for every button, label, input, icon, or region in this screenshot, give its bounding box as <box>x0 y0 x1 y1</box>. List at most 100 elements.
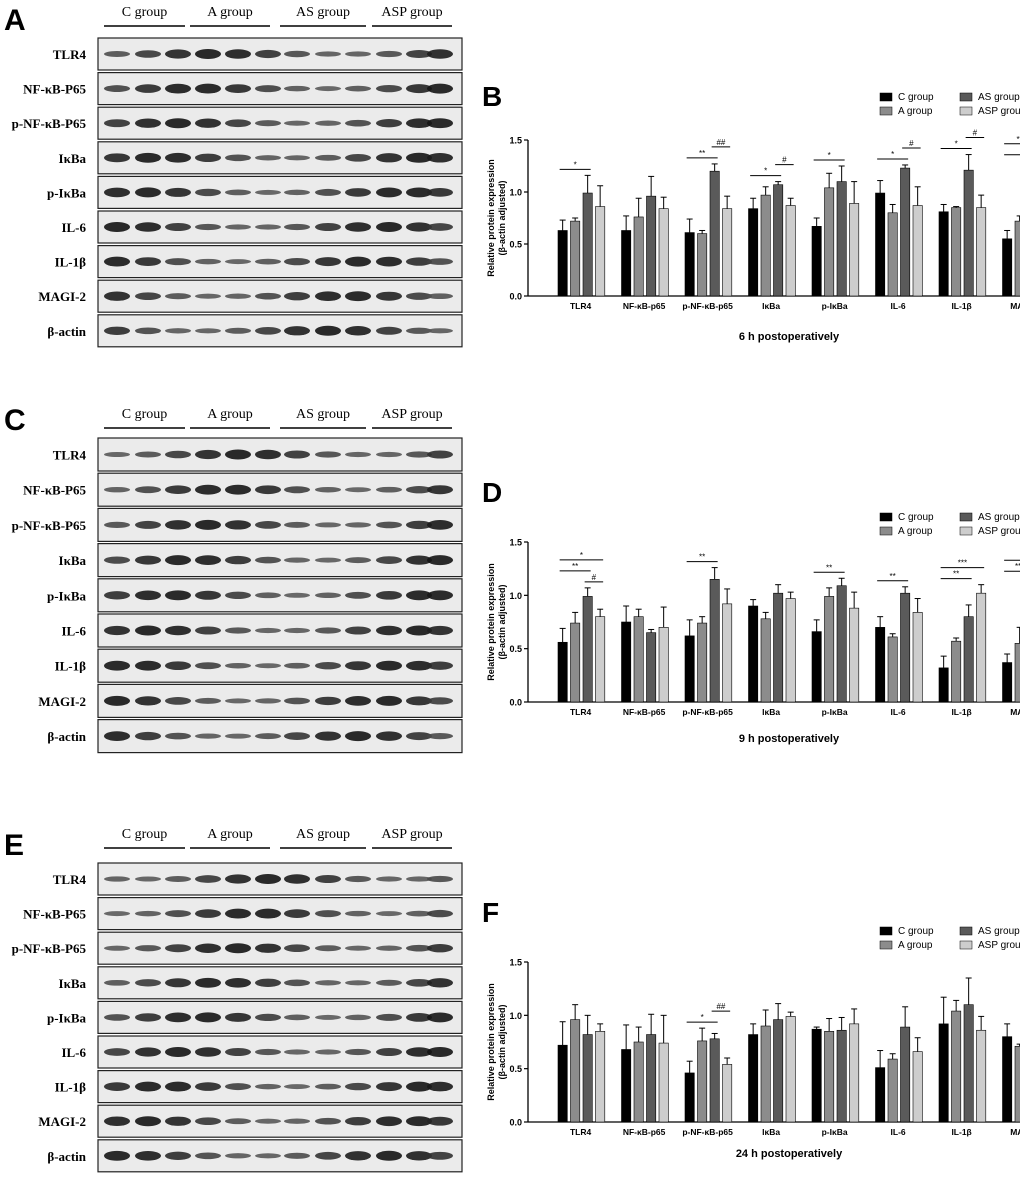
legend-label: ASP group <box>978 526 1020 537</box>
blot-band <box>376 1013 402 1021</box>
blot-band <box>255 326 281 335</box>
significance-mark: ** <box>572 562 578 571</box>
x-tick-label: IL-6 <box>891 1127 906 1137</box>
western-blot-e: E C group A group AS group ASP group TLR4 NF-κ… <box>4 827 463 1173</box>
bar <box>849 203 860 297</box>
blot-band <box>165 1151 191 1160</box>
blot-band <box>406 84 432 94</box>
x-tick-label: IκBa <box>762 707 780 717</box>
blot-band <box>135 1081 161 1092</box>
x-tick-label: p-IκBa <box>822 707 848 717</box>
blot-band <box>284 450 310 459</box>
blot-band <box>104 556 130 564</box>
panel-letter: A <box>4 4 26 37</box>
blot-band <box>225 627 251 634</box>
blot-band <box>104 660 130 671</box>
blot-band <box>284 557 310 563</box>
blot-band <box>135 152 161 163</box>
significance-mark: ** <box>890 572 896 581</box>
blot-band <box>345 85 371 92</box>
bar <box>887 212 898 297</box>
blot-band <box>255 1048 281 1056</box>
significance-mark: ## <box>716 1002 725 1011</box>
blot-band <box>345 591 371 599</box>
bar <box>684 232 695 297</box>
blot-band <box>315 874 341 884</box>
blot-band <box>406 451 432 458</box>
legend-swatch <box>959 106 973 116</box>
blot-band <box>104 256 130 267</box>
bar <box>557 1044 568 1123</box>
y-tick-label: 0.5 <box>509 1064 522 1074</box>
legend-swatch <box>959 526 973 536</box>
blot-row-label: TLR4 <box>53 47 87 62</box>
x-tick-label: MAGI-2 <box>1010 1127 1020 1137</box>
blot-band <box>135 118 161 128</box>
bar <box>811 226 822 297</box>
blot-band <box>284 155 310 161</box>
blot-band <box>284 662 310 669</box>
blot-band <box>376 911 402 917</box>
blot-band <box>427 590 453 601</box>
blot-band <box>255 1153 281 1159</box>
bar <box>1002 662 1013 703</box>
y-axis-label: Relative protein expression <box>486 563 496 681</box>
blot-band <box>284 592 310 598</box>
blot-band <box>427 83 453 94</box>
blot-band <box>376 84 402 93</box>
blot-band <box>135 945 161 952</box>
lane-group-label: C group <box>122 5 168 20</box>
blot-band <box>195 1117 221 1126</box>
blot-band <box>284 732 310 740</box>
blot-band <box>376 222 402 232</box>
bar <box>824 596 835 703</box>
bar <box>963 616 974 703</box>
blot-band <box>284 1152 310 1159</box>
bar <box>963 1004 974 1123</box>
blot-band <box>376 876 402 882</box>
blot-band <box>284 697 310 705</box>
x-tick-label: p-IκBa <box>822 1127 848 1137</box>
blot-band <box>255 874 281 884</box>
bar <box>849 607 860 703</box>
blot-band <box>315 910 341 918</box>
x-tick-label: IκBa <box>762 301 780 311</box>
blot-band <box>255 592 281 599</box>
x-tick-label: IL-1β <box>951 1127 971 1137</box>
blot-band <box>406 732 432 741</box>
bar <box>570 220 581 297</box>
blot-band <box>165 1012 191 1023</box>
blot-band <box>255 292 281 300</box>
blot-band <box>376 1150 402 1161</box>
blot-band <box>376 731 402 741</box>
blot-band <box>406 152 432 163</box>
blot-band <box>406 1151 432 1161</box>
bar <box>875 192 886 297</box>
blot-band <box>427 153 453 163</box>
blot-row-label: p-NF-κB-P65 <box>12 941 87 956</box>
blot-band <box>284 120 310 126</box>
significance-mark: * <box>764 167 767 176</box>
bar <box>633 1041 644 1123</box>
legend-label: ASP group <box>978 106 1020 117</box>
blot-band <box>225 154 251 162</box>
x-tick-label: p-NF-κB-p65 <box>682 301 733 311</box>
y-tick-label: 1.0 <box>509 188 522 198</box>
blot-row-label: IκBa <box>59 151 87 166</box>
blot-row-label: IL-6 <box>61 1045 86 1060</box>
blot-band <box>376 451 402 458</box>
lane-group-label: ASP group <box>381 827 442 842</box>
blot-band <box>225 555 251 565</box>
blot-band <box>195 449 221 460</box>
panel-letter: D <box>482 477 502 508</box>
blot-band <box>135 520 161 529</box>
bar <box>773 592 784 703</box>
x-tick-label: NF-κB-p65 <box>623 1127 666 1137</box>
blot-panel-a: A C group A group AS group ASP group TLR4 NF-κ… <box>0 0 1020 360</box>
blot-band <box>135 222 161 232</box>
bar <box>963 169 974 297</box>
blot-band <box>284 1014 310 1021</box>
blot-band <box>135 486 161 494</box>
blot-band <box>104 85 130 93</box>
blot-row-label: MAGI-2 <box>38 1114 86 1129</box>
